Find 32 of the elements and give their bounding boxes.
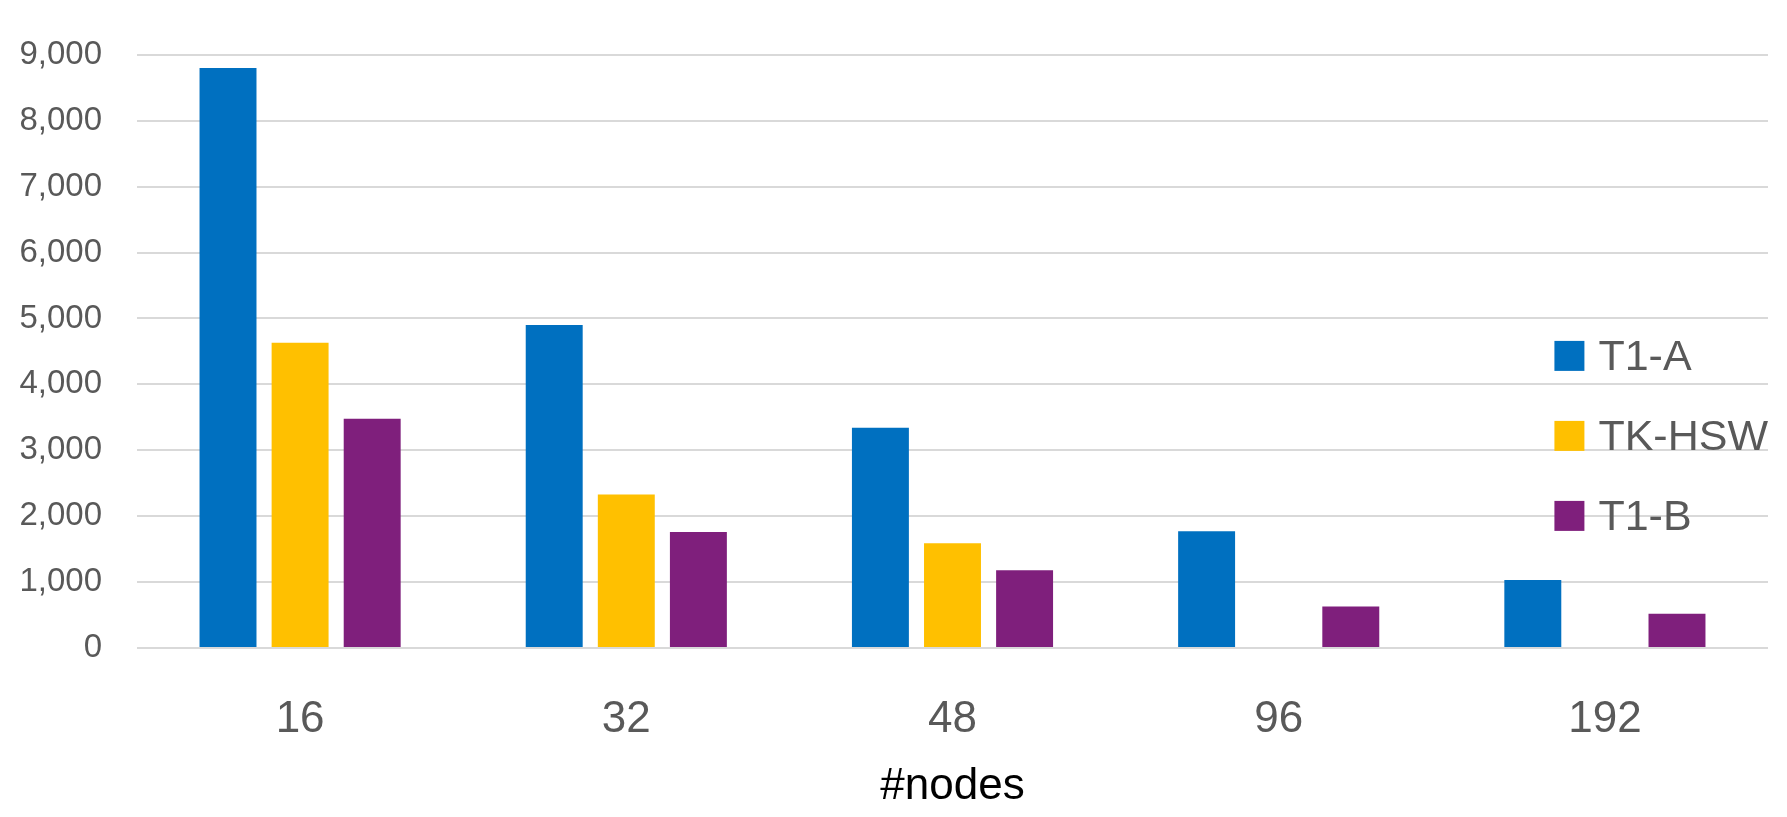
bar — [597, 494, 655, 647]
bar — [271, 342, 329, 647]
bar — [343, 418, 401, 647]
bar — [851, 427, 909, 647]
y-tick-label: 0 — [83, 627, 102, 665]
x-tick-label: 48 — [928, 691, 977, 741]
x-tick-label: 16 — [275, 691, 325, 741]
bar — [924, 543, 981, 647]
y-tick-label: 2,000 — [19, 495, 102, 533]
x-tick-label: 96 — [1254, 691, 1304, 741]
bar — [525, 325, 583, 647]
y-tick-label: 9,000 — [19, 33, 102, 71]
legend-label: T1-A — [1598, 330, 1692, 379]
y-tick-label: 4,000 — [19, 363, 102, 401]
bar — [1504, 580, 1562, 647]
y-tick-label: 5,000 — [19, 297, 102, 335]
legend-label: T1-B — [1598, 490, 1692, 539]
bar — [1648, 613, 1706, 647]
bar — [199, 67, 257, 647]
bar — [996, 570, 1054, 647]
bar — [1322, 606, 1380, 647]
y-tick-label: 8,000 — [19, 99, 102, 137]
bar — [1178, 531, 1236, 647]
x-axis-title: #nodes — [880, 758, 1025, 808]
legend-label: TK-HSW — [1598, 410, 1769, 459]
bar — [669, 532, 727, 647]
y-tick-label: 7,000 — [19, 165, 102, 203]
x-tick-label: 192 — [1568, 691, 1642, 741]
x-tick-label: 32 — [601, 691, 651, 741]
y-tick-label: 3,000 — [19, 429, 102, 467]
y-tick-label: 1,000 — [19, 561, 102, 599]
y-tick-label: 6,000 — [19, 231, 102, 269]
